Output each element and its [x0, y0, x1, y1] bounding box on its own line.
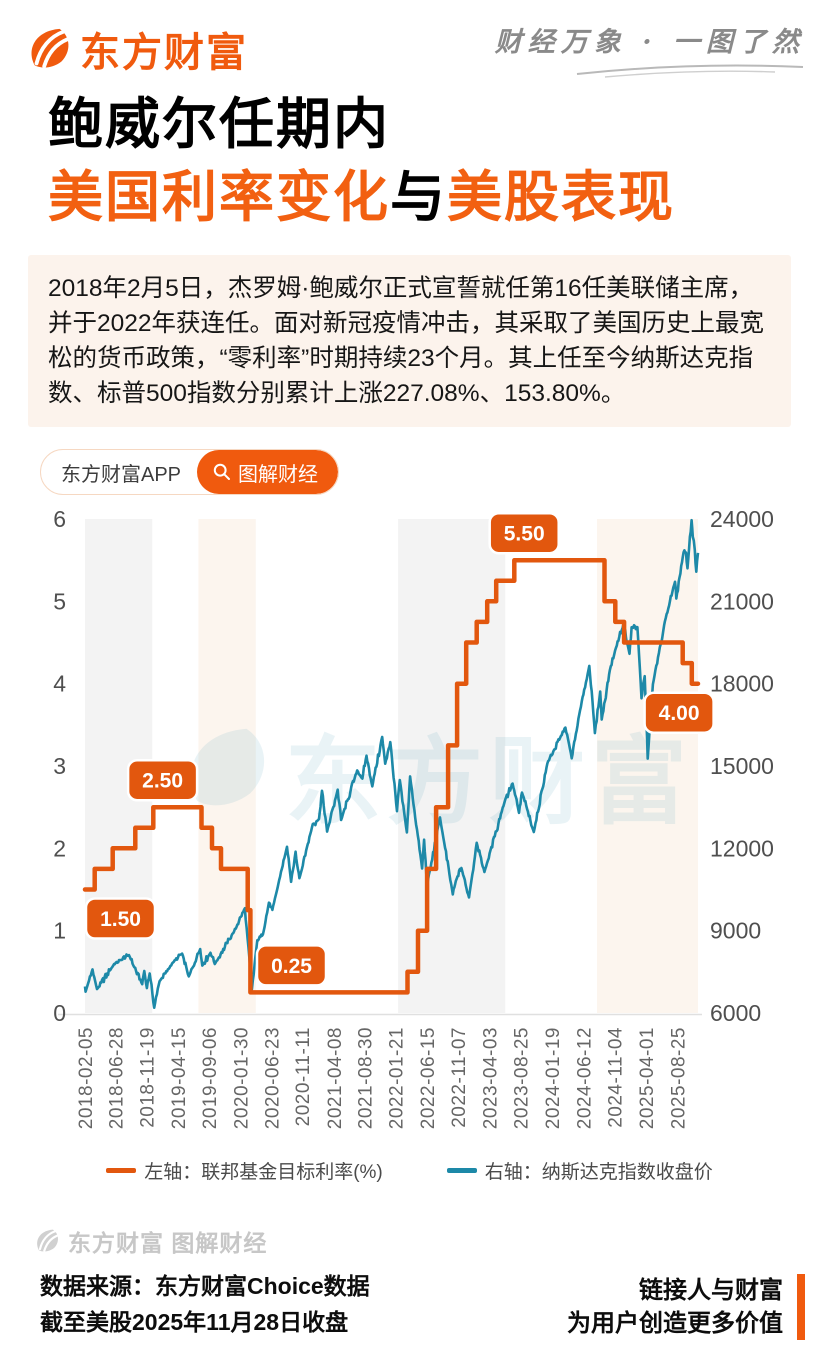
x-axis-tick-label: 2025-08-25: [669, 1027, 690, 1129]
right-axis-tick-24000: 24000: [710, 506, 774, 532]
right-axis-tick-9000: 9000: [710, 918, 761, 944]
left-axis-tick-3: 3: [53, 753, 66, 779]
page-title-line1: 鲍威尔任期内: [48, 93, 391, 155]
x-axis-tick-label: 2020-06-23: [263, 1027, 284, 1129]
svg-text:0.25: 0.25: [271, 955, 312, 978]
left-axis-tick-0: 0: [53, 1000, 66, 1026]
x-axis-tick-label: 2018-11-19: [138, 1027, 159, 1128]
app-badge-row: 东方财富APP 图解财经: [40, 449, 819, 495]
title-orange-1: 美国利率变化: [48, 166, 391, 228]
slogan-line1: 链接人与财富: [639, 1277, 783, 1304]
legend-label-nasdaq: 右轴：纳斯达克指数收盘价: [484, 1162, 713, 1183]
left-axis-tick-5: 5: [53, 588, 66, 614]
legend-swatch-nasdaq: [446, 1168, 477, 1173]
footer-watermark-logo-icon: [37, 1229, 59, 1252]
title-block: 鲍威尔任期内 美国利率变化与美股表现: [48, 97, 819, 225]
x-axis-tick-label: 2022-06-15: [418, 1027, 439, 1129]
graphic-finance-label: 图解财经: [238, 463, 319, 486]
app-pill-label: 东方财富APP: [61, 463, 182, 486]
x-axis-tick-label: 2023-04-03: [481, 1027, 502, 1129]
x-axis-tick-label: 2024-06-12: [574, 1027, 595, 1129]
title-black: 与: [390, 166, 448, 228]
svg-text:1.50: 1.50: [100, 908, 141, 931]
rate-annotation-4.00: 4.00: [643, 691, 715, 734]
tagline-underline-swoosh: [576, 64, 804, 78]
slogan-block: 链接人与财富 为用户创造更多价值: [567, 1274, 805, 1340]
right-axis-tick-15000: 15000: [710, 753, 774, 779]
x-axis-tick-label: 2021-08-30: [356, 1027, 377, 1129]
rate-annotation-5.50: 5.50: [488, 511, 560, 555]
chart-svg: 东方财富 0 1 2 3 4 5 6 6000 9000 12000 15000 18000 21000 2…: [53, 506, 774, 1129]
x-axis-tick-label: 2023-08-25: [512, 1027, 533, 1129]
app-pill: 东方财富APP 图解财经: [40, 449, 340, 495]
svg-text:2.50: 2.50: [142, 770, 183, 793]
intro-paragraph: 2018年2月5日，杰罗姆·鲍威尔正式宣誓就任第16任美联储主席，并于2022年…: [28, 255, 791, 427]
fed-rate-step-line: [82, 557, 701, 995]
chart-watermark: 东方财富: [190, 728, 693, 836]
legend-swatch-fed-rate: [106, 1168, 137, 1173]
header-tagline: 财经万象 · 一图了然: [495, 20, 811, 79]
right-axis-tick-21000: 21000: [710, 588, 774, 614]
left-axis-tick-4: 4: [53, 671, 66, 697]
rate-annotation-0.25: 0.25: [255, 944, 328, 987]
brand-name: 东方财富: [80, 31, 248, 75]
title-orange-2: 美股表现: [447, 166, 676, 228]
x-axis-tick-label: 2018-02-05: [76, 1027, 97, 1129]
slogan-line2: 为用户创造更多价值: [567, 1310, 783, 1337]
right-axis-tick-12000: 12000: [710, 835, 774, 861]
header: 东方财富 财经万象 · 一图了然: [0, 0, 819, 79]
page-title-line2: 美国利率变化与美股表现: [48, 170, 819, 225]
x-axis-tick-label: 2021-04-08: [325, 1027, 346, 1129]
data-source-line2: 截至美股2025年11月28日收盘: [40, 1309, 349, 1335]
footer-watermark: 东方财富 图解财经: [34, 1224, 819, 1258]
dual-axis-chart: 东方财富 0 1 2 3 4 5 6 6000 9000 12000 15000 18000 21000 2…: [0, 505, 819, 1155]
footer-watermark-text: 东方财富 图解财经: [68, 1230, 268, 1256]
svg-text:4.00: 4.00: [659, 702, 700, 725]
left-axis-tick-2: 2: [53, 835, 66, 861]
brand-logo-icon: [31, 28, 70, 69]
left-axis-tick-1: 1: [53, 918, 66, 944]
data-source: 数据来源：东方财富Choice数据 截至美股2025年11月28日收盘: [40, 1268, 370, 1340]
left-axis-tick-6: 6: [53, 506, 66, 532]
footer: 数据来源：东方财富Choice数据 截至美股2025年11月28日收盘 链接人与…: [40, 1268, 805, 1340]
data-source-line1: 数据来源：东方财富Choice数据: [40, 1273, 370, 1299]
chart-legend: 左轴：联邦基金目标利率(%) 右轴：纳斯达克指数收盘价: [0, 1157, 819, 1184]
x-axis-tick-label: 2019-09-06: [200, 1027, 221, 1129]
rate-annotation-2.50: 2.50: [126, 758, 199, 802]
x-axis-tick-label: 2024-11-04: [605, 1027, 626, 1128]
rate-annotation-1.50: 1.50: [84, 897, 157, 940]
svg-text:东方财富: 东方财富: [285, 729, 693, 836]
nasdaq-line: [83, 518, 700, 1009]
graphic-finance-button[interactable]: 图解财经: [197, 450, 339, 494]
x-axis-tick-label: 2018-06-28: [107, 1027, 128, 1129]
svg-text:5.50: 5.50: [504, 523, 545, 546]
legend-item-nasdaq: 右轴：纳斯达克指数收盘价: [446, 1157, 713, 1184]
x-axis-tick-label: 2019-04-15: [169, 1027, 190, 1129]
tagline-text: 财经万象 · 一图了然: [494, 27, 805, 58]
x-axis-tick-label: 2020-01-30: [232, 1027, 253, 1129]
brand-logo: 东方财富: [26, 20, 248, 78]
right-axis-tick-18000: 18000: [710, 671, 774, 697]
x-axis-tick-label: 2024-01-19: [543, 1027, 564, 1129]
right-axis-tick-6000: 6000: [710, 1000, 761, 1026]
x-axis-tick-label: 2022-01-21: [387, 1027, 408, 1129]
x-axis-tick-label: 2020-11-11: [293, 1027, 314, 1126]
legend-item-fed-rate: 左轴：联邦基金目标利率(%): [106, 1157, 383, 1184]
x-axis-tick-label: 2025-04-01: [637, 1027, 658, 1129]
x-axis-tick-label: 2022-11-07: [449, 1027, 470, 1128]
slogan-text: 链接人与财富 为用户创造更多价值: [567, 1274, 783, 1340]
legend-label-fed-rate: 左轴：联邦基金目标利率(%): [144, 1162, 383, 1183]
slogan-accent-bar: [797, 1274, 805, 1340]
search-icon: [213, 463, 231, 480]
